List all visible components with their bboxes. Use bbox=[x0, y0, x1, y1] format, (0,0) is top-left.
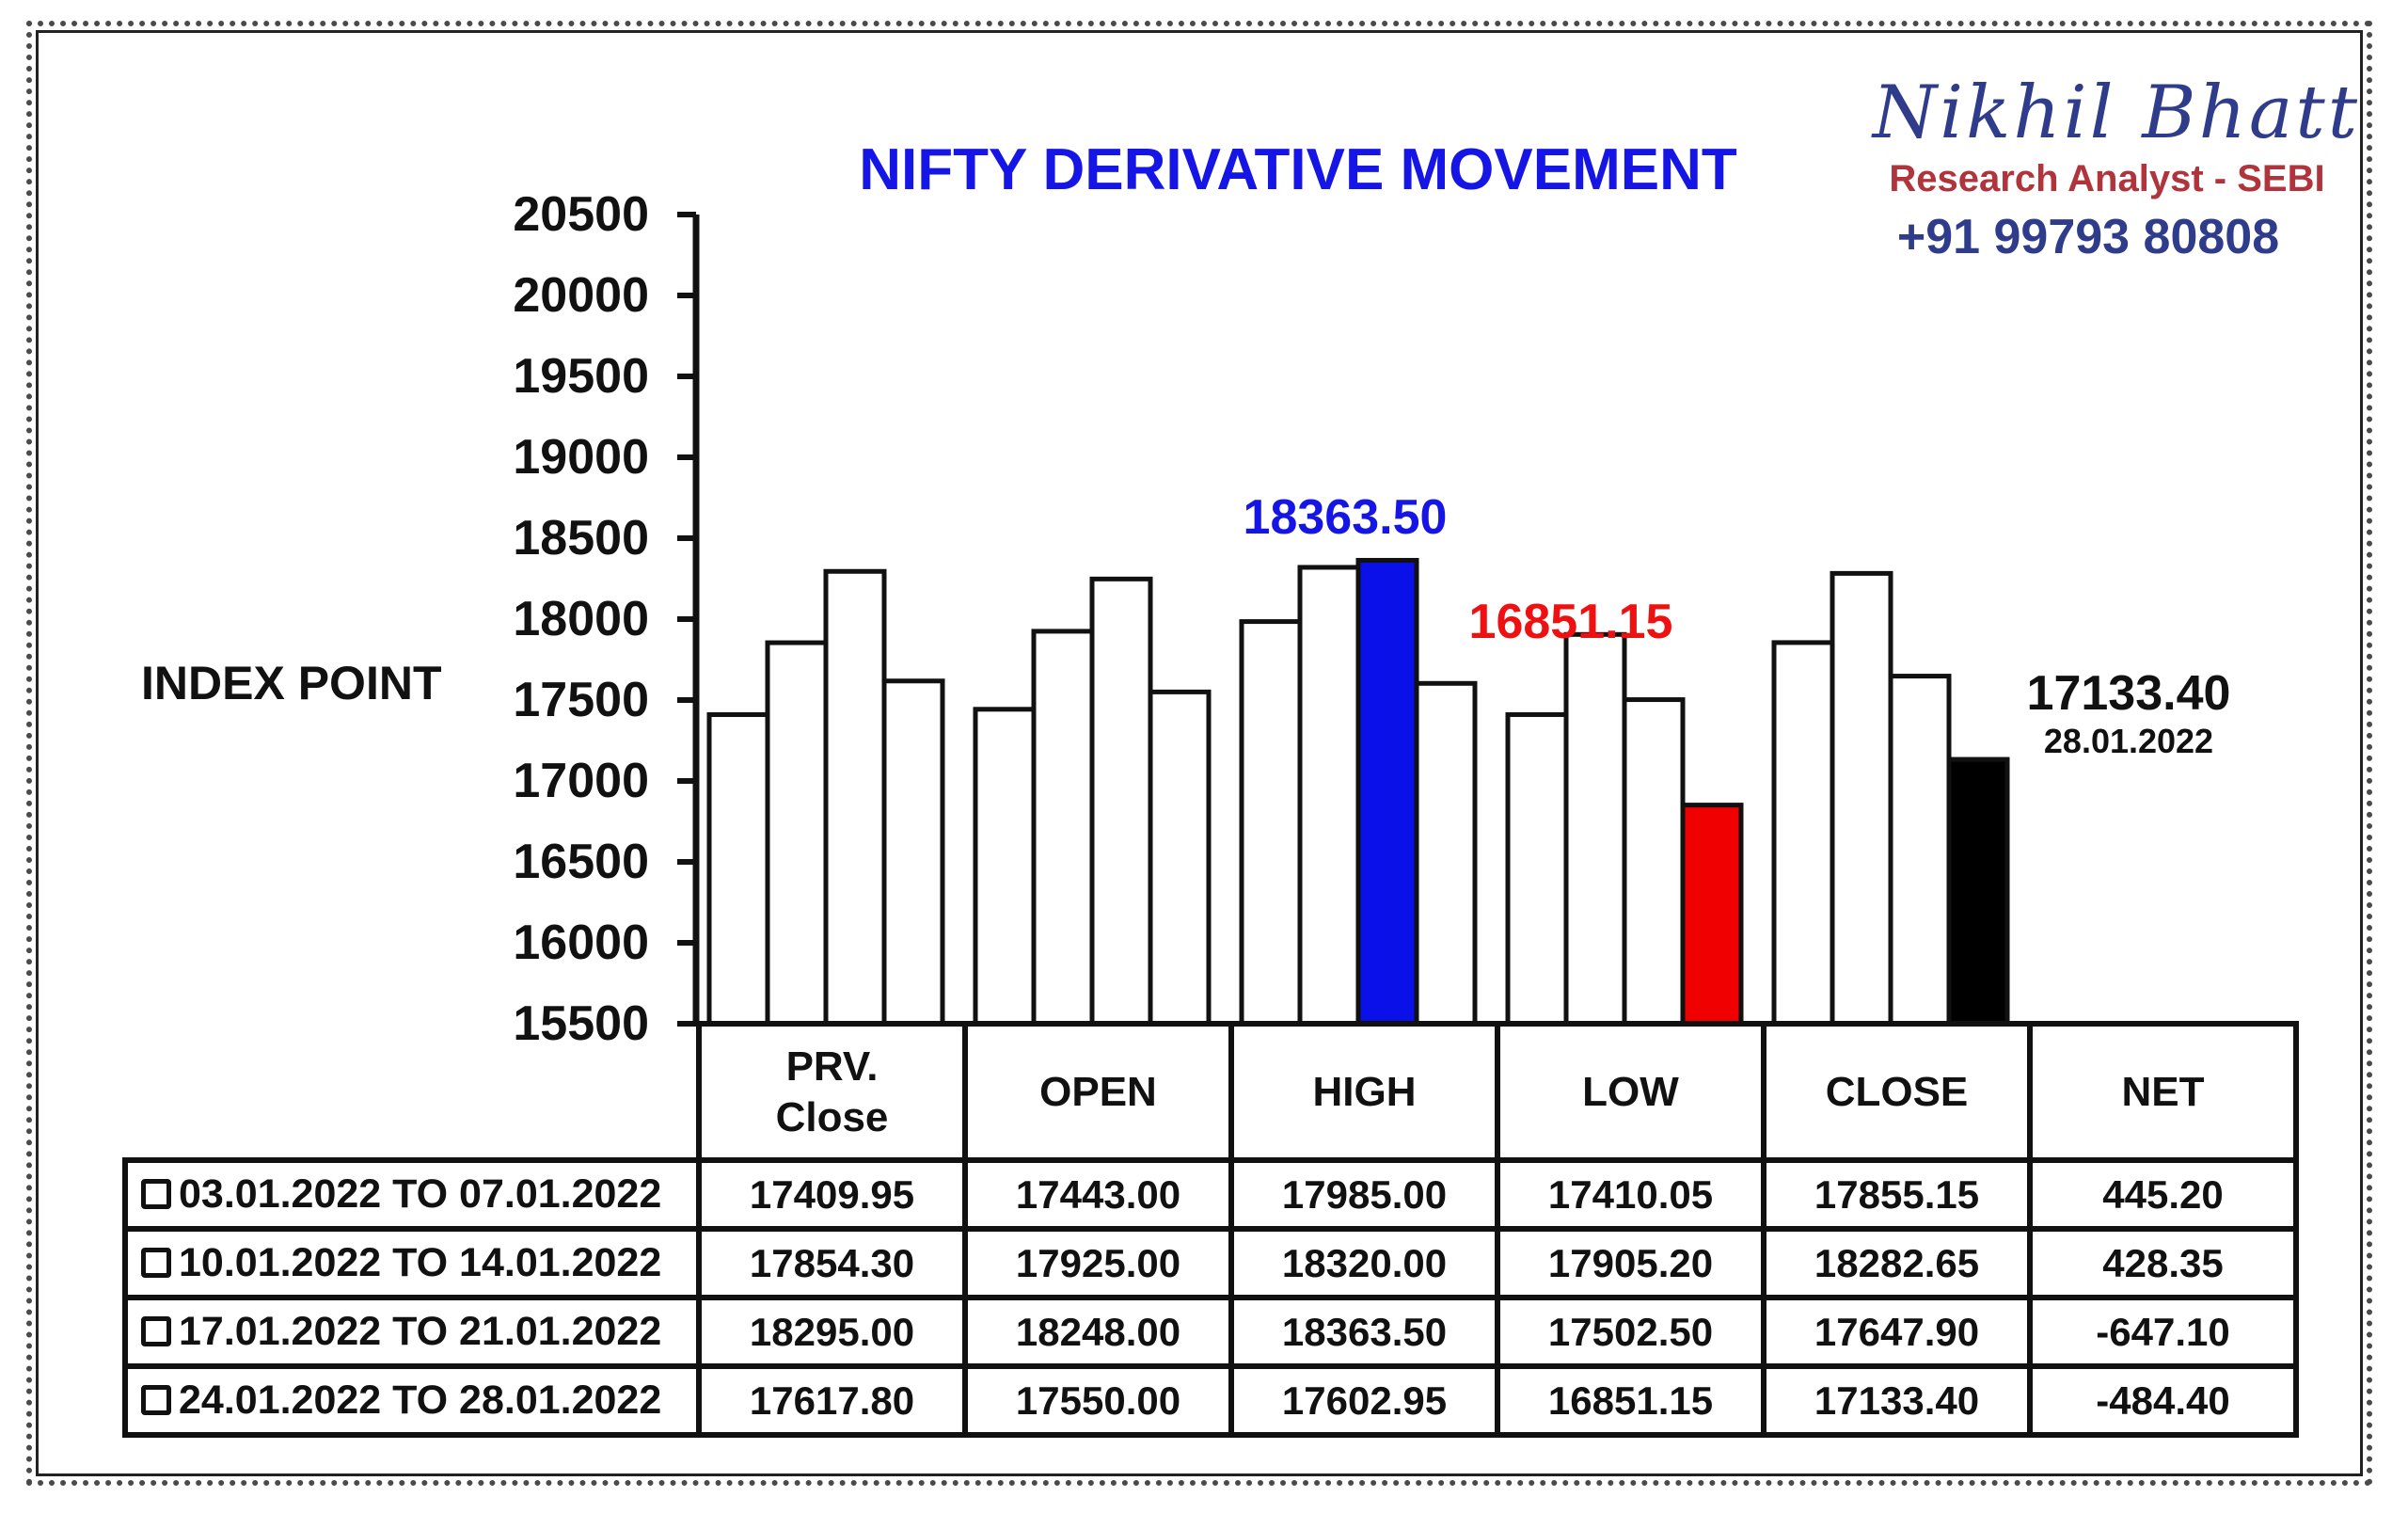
brand-role: Research Analyst - SEBI bbox=[1889, 158, 2325, 199]
cell-low: 17410.05 bbox=[1495, 1157, 1766, 1232]
brand-name: Nikhil Bhatt bbox=[1872, 71, 2361, 155]
brand-phone: +91 99793 80808 bbox=[1896, 210, 2280, 264]
header-close: CLOSE bbox=[1761, 1021, 2033, 1163]
bar-prv-close-series-1 bbox=[706, 711, 770, 1027]
period-cell: 17.01.2022 TO 21.01.2022 bbox=[122, 1295, 702, 1369]
bar-open-series-3 bbox=[1089, 576, 1153, 1027]
cell-net: -647.10 bbox=[2027, 1295, 2299, 1369]
bar-prv-close-series-3 bbox=[823, 568, 887, 1027]
cell-prv-close: 17854.30 bbox=[696, 1226, 968, 1300]
y-tick-label: 20500 bbox=[513, 187, 649, 242]
bar-open-series-1 bbox=[973, 707, 1037, 1027]
bar-high-series-2 bbox=[1297, 565, 1361, 1027]
y-tick-label: 16000 bbox=[513, 916, 649, 970]
bar-close-series-1 bbox=[1771, 640, 1835, 1027]
cell-close: 17133.40 bbox=[1761, 1363, 2033, 1438]
checkbox-icon bbox=[141, 1247, 171, 1278]
bar-close-series-2 bbox=[1830, 570, 1893, 1027]
table-header-row: PRV. Close OPEN HIGH LOW CLOSE NET bbox=[125, 1021, 2299, 1163]
low-annotation: 16851.15 bbox=[1468, 594, 1673, 649]
cell-low: 17502.50 bbox=[1495, 1295, 1766, 1369]
table-row: 24.01.2022 TO 28.01.2022 17617.80 17550.… bbox=[122, 1363, 2299, 1438]
checkbox-icon bbox=[141, 1178, 171, 1209]
bar-open-series-4 bbox=[1148, 689, 1212, 1027]
bar-prv-close-series-4 bbox=[881, 678, 945, 1027]
cell-close: 17855.15 bbox=[1761, 1157, 2033, 1232]
bar-low-series-2 bbox=[1563, 631, 1627, 1027]
cell-open: 17925.00 bbox=[962, 1226, 1234, 1300]
header-low: LOW bbox=[1495, 1021, 1766, 1163]
header-high: HIGH bbox=[1228, 1021, 1500, 1163]
y-tick-label: 20000 bbox=[513, 268, 649, 323]
bar-high-series-4 bbox=[1414, 680, 1478, 1027]
cell-open: 17443.00 bbox=[962, 1157, 1234, 1232]
chart-title: NIFTY DERIVATIVE MOVEMENT bbox=[859, 137, 1737, 202]
y-tick-label: 16500 bbox=[513, 835, 649, 889]
cell-net: 428.35 bbox=[2027, 1226, 2299, 1300]
period-label: 03.01.2022 TO 07.01.2022 bbox=[179, 1171, 662, 1217]
bar-prv-close-series-2 bbox=[765, 640, 829, 1027]
data-table: PRV. Close OPEN HIGH LOW CLOSE NET 03.01.… bbox=[122, 1021, 2299, 1438]
cell-high: 18320.00 bbox=[1228, 1226, 1500, 1300]
cell-open: 17550.00 bbox=[962, 1363, 1234, 1438]
y-tick-label: 17000 bbox=[513, 754, 649, 808]
table-row: 17.01.2022 TO 21.01.2022 18295.00 18248.… bbox=[122, 1295, 2299, 1369]
cell-net: 445.20 bbox=[2027, 1157, 2299, 1232]
cell-high: 18363.50 bbox=[1228, 1295, 1500, 1369]
header-prv-close: PRV. Close bbox=[696, 1021, 968, 1163]
table-row: 10.01.2022 TO 14.01.2022 17854.30 17925.… bbox=[122, 1226, 2299, 1300]
cell-open: 18248.00 bbox=[962, 1295, 1234, 1369]
period-cell: 03.01.2022 TO 07.01.2022 bbox=[122, 1157, 702, 1232]
y-tick-label: 17500 bbox=[513, 673, 649, 727]
header-open: OPEN bbox=[962, 1021, 1234, 1163]
checkbox-icon bbox=[141, 1384, 171, 1415]
bar-low-series-3 bbox=[1622, 697, 1686, 1027]
cell-high: 17602.95 bbox=[1228, 1363, 1500, 1438]
cell-net: -484.40 bbox=[2027, 1363, 2299, 1438]
cell-prv-close: 18295.00 bbox=[696, 1295, 968, 1369]
cell-prv-close: 17409.95 bbox=[696, 1157, 968, 1232]
header-label: PRV. Close bbox=[775, 1043, 889, 1140]
period-cell: 24.01.2022 TO 28.01.2022 bbox=[122, 1363, 702, 1438]
cell-prv-close: 17617.80 bbox=[696, 1363, 968, 1438]
checkbox-icon bbox=[141, 1315, 171, 1346]
cell-close: 18282.65 bbox=[1761, 1226, 2033, 1300]
bar-low-series-4 bbox=[1680, 803, 1744, 1027]
bar-open-series-2 bbox=[1031, 629, 1095, 1027]
high-annotation: 18363.50 bbox=[1243, 490, 1448, 546]
y-tick-label: 19500 bbox=[513, 349, 649, 404]
period-cell: 10.01.2022 TO 14.01.2022 bbox=[122, 1226, 702, 1300]
close-annotation-date: 28.01.2022 bbox=[2043, 722, 2214, 761]
bar-low-series-1 bbox=[1505, 711, 1569, 1027]
cell-high: 17985.00 bbox=[1228, 1157, 1500, 1232]
cell-low: 17905.20 bbox=[1495, 1226, 1766, 1300]
outer-frame bbox=[26, 21, 2372, 1486]
cell-close: 17647.90 bbox=[1761, 1295, 2033, 1369]
table-corner bbox=[125, 1024, 699, 1163]
bar-close-series-4 bbox=[1946, 756, 2010, 1027]
y-tick-label: 18500 bbox=[513, 511, 649, 565]
cell-low: 16851.15 bbox=[1495, 1363, 1766, 1438]
bar-high-series-1 bbox=[1239, 619, 1303, 1027]
header-net: NET bbox=[2027, 1021, 2299, 1163]
period-label: 24.01.2022 TO 28.01.2022 bbox=[179, 1378, 662, 1423]
period-label: 17.01.2022 TO 21.01.2022 bbox=[179, 1309, 662, 1354]
y-tick-label: 19000 bbox=[513, 430, 649, 485]
close-annotation: 17133.40 bbox=[2026, 666, 2231, 722]
y-axis-label: INDEX POINT bbox=[141, 657, 442, 709]
inner-frame bbox=[36, 30, 2363, 1476]
y-tick-label: 18000 bbox=[513, 592, 649, 646]
period-label: 10.01.2022 TO 14.01.2022 bbox=[179, 1240, 662, 1285]
bar-close-series-3 bbox=[1888, 674, 1952, 1027]
table-row: 03.01.2022 TO 07.01.2022 17409.95 17443.… bbox=[122, 1157, 2299, 1232]
